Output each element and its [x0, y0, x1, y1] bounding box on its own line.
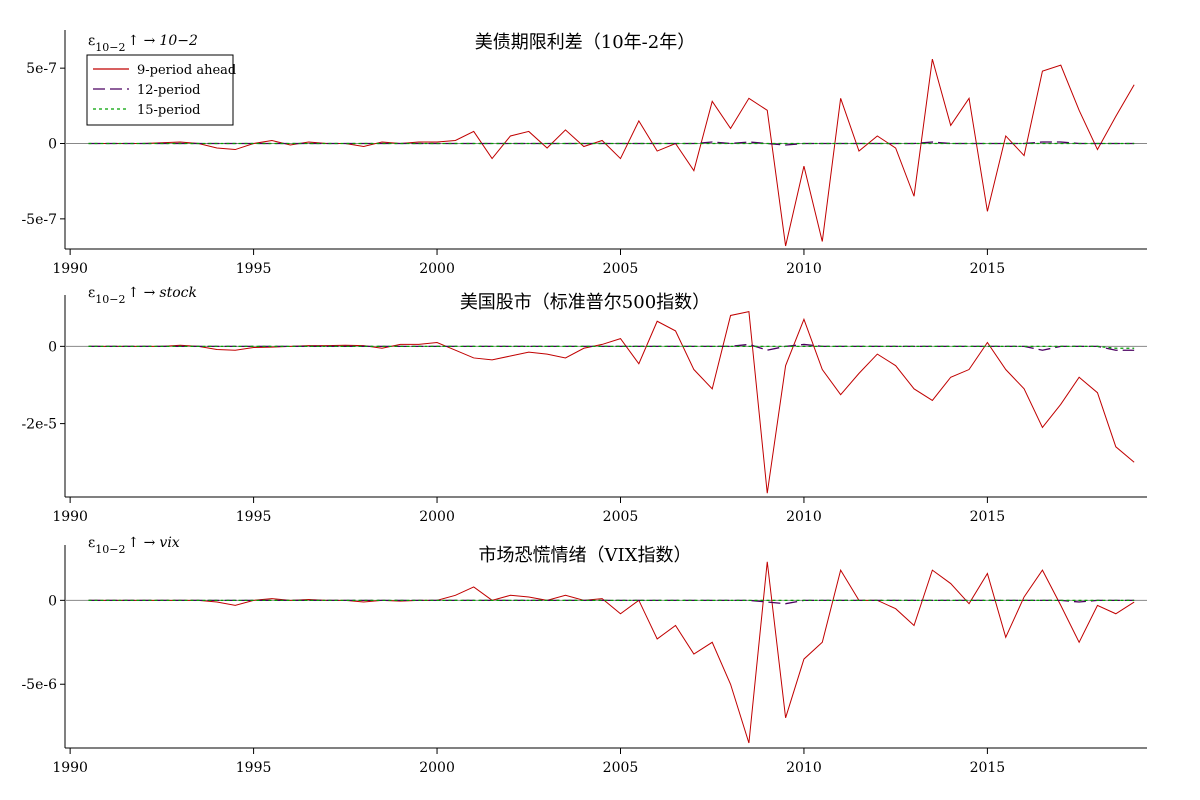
x-tick-label: 1995 [236, 760, 272, 776]
x-tick-label: 2010 [786, 261, 822, 277]
annotation: ε10−2 ↑ → stock [88, 285, 197, 306]
legend-label: 9-period ahead [137, 63, 236, 78]
x-tick-label: 2000 [419, 509, 455, 525]
x-tick-label: 1990 [52, 261, 88, 277]
y-tick-label: 0 [48, 593, 57, 609]
series-line [88, 561, 1135, 744]
y-tick-label: -5e-6 [21, 677, 57, 693]
annotation-target: stock [159, 285, 197, 301]
x-tick-label: 1990 [52, 760, 88, 776]
x-tick-label: 2010 [786, 760, 822, 776]
legend-box [86, 54, 234, 126]
panel: 0 -5e-6 1990 1995 2000 2005 2010 2015 市场恐慌情绪（VIX… [21, 535, 1147, 776]
annotation-symbol: ε [88, 33, 95, 49]
x-tick-label: 1995 [236, 509, 272, 525]
annotation-subscript: 10−2 [95, 543, 125, 556]
annotation-arrow: ↑ → [127, 33, 155, 49]
annotation-arrow: ↑ → [127, 535, 155, 551]
panel: 0 -2e-5 1990 1995 2000 2005 2010 2015 美国股市（标准普尔5… [21, 285, 1147, 525]
x-tick-label: 2015 [970, 261, 1006, 277]
chart-title: 市场恐慌情绪（VIX指数） [479, 545, 692, 566]
annotation-target: vix [159, 535, 179, 551]
annotation-target: 10−2 [159, 33, 198, 49]
series-line [88, 310, 1135, 494]
x-tick-label: 2015 [970, 760, 1006, 776]
y-tick-label: 0 [48, 137, 57, 153]
series-line [88, 58, 1135, 247]
series-line [88, 345, 1135, 349]
annotation-symbol: ε [88, 535, 95, 551]
x-tick-label: 2005 [603, 509, 639, 525]
x-tick-label: 1990 [52, 509, 88, 525]
legend-label: 15-period [137, 103, 200, 118]
y-tick-label: -5e-7 [21, 212, 57, 228]
annotation-arrow: ↑ → [127, 285, 155, 301]
series-line [88, 343, 1135, 351]
y-tick-label: -2e-5 [21, 417, 57, 433]
y-tick-label: 0 [48, 339, 57, 355]
annotation-symbol: ε [88, 285, 95, 301]
legend-label: 12-period [137, 83, 200, 98]
annotation: ε10−2 ↑ → 10−2 [88, 33, 198, 54]
x-tick-label: 2005 [603, 760, 639, 776]
chart-title: 美国股市（标准普尔500指数） [460, 292, 710, 313]
annotation-subscript: 10−2 [95, 41, 125, 54]
y-tick-label: 5e-7 [26, 61, 57, 77]
panel: 5e-7 0 -5e-7 1990 1995 2000 2005 2010 2015 美债期限利差… [21, 30, 1147, 277]
x-tick-label: 2015 [970, 509, 1006, 525]
x-tick-label: 2010 [786, 509, 822, 525]
x-tick-label: 1995 [236, 261, 272, 277]
x-tick-label: 2000 [419, 760, 455, 776]
annotation: ε10−2 ↑ → vix [88, 535, 180, 556]
chart-title: 美债期限利差（10年-2年） [475, 32, 695, 53]
x-tick-label: 2000 [419, 261, 455, 277]
annotation-subscript: 10−2 [95, 293, 125, 306]
x-tick-label: 2005 [603, 261, 639, 277]
